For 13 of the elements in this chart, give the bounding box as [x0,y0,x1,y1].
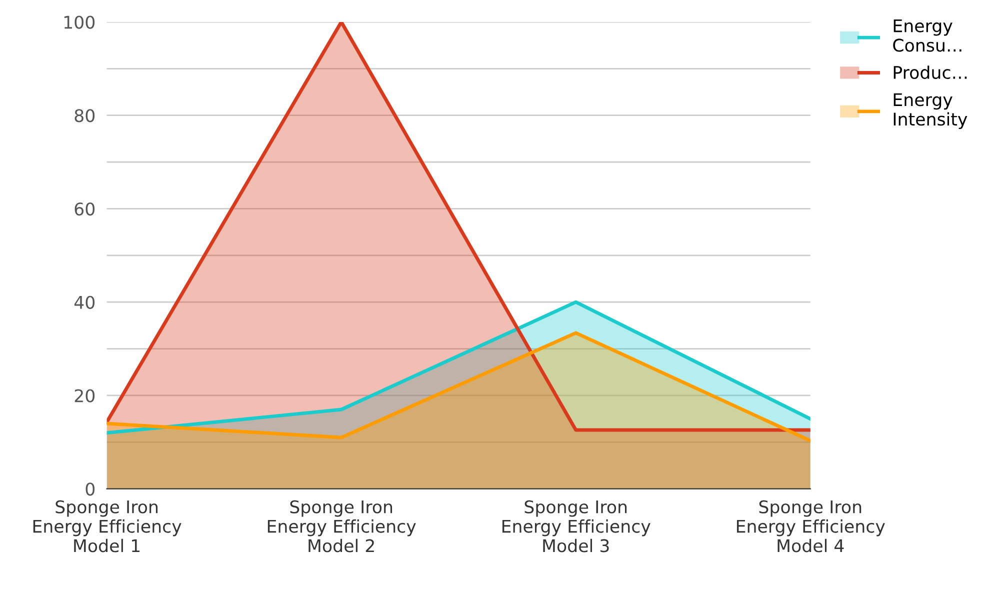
y-tick-label: 0 [86,482,95,496]
y-tick-label: 100 [64,16,95,29]
y-tick-label: 20 [74,389,95,402]
legend-label: Energy Consu… [893,19,962,52]
legend-label: Produc… [894,66,967,80]
y-tick-label: 60 [74,202,95,216]
x-tick-label: Sponge Iron Energy Efficiency Model 4 [736,500,885,552]
x-tick-label: Sponge Iron Energy Efficiency Model 1 [33,500,182,552]
y-tick-label: 80 [74,109,95,122]
y-tick-label: 40 [74,296,95,309]
x-tick-label: Sponge Iron Energy Efficiency Model 2 [268,500,416,552]
x-tick-label: Sponge Iron Energy Efficiency Model 3 [502,500,650,552]
legend-label: Energy Intensity [894,93,968,130]
